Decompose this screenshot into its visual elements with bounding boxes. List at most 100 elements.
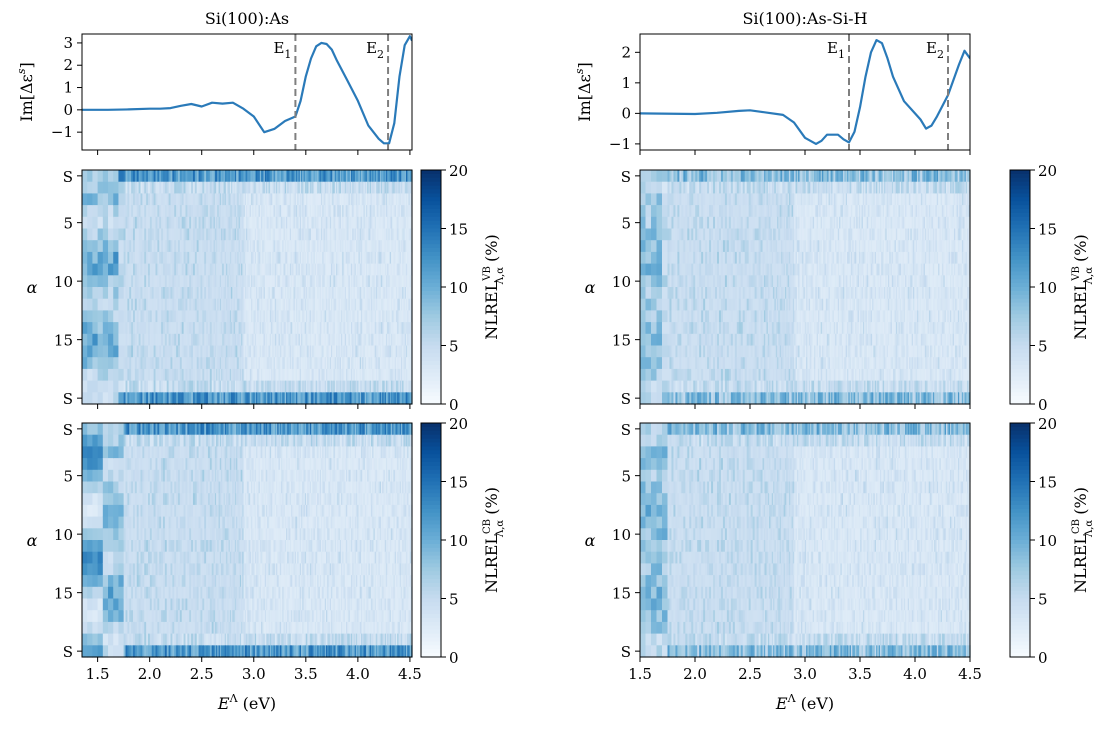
heatmap-cell xyxy=(82,392,88,404)
heatmap-cell xyxy=(87,217,93,229)
heatmap-cell xyxy=(108,240,114,252)
heatmap-cell xyxy=(113,217,119,229)
heatmap-cell xyxy=(657,369,663,381)
heatmap-cell xyxy=(108,346,114,358)
heatmap-cell xyxy=(92,392,98,404)
colorbar-step xyxy=(421,349,441,354)
heatmap-cell xyxy=(82,322,88,334)
heatmap-cell xyxy=(92,205,98,217)
heatmap-cell xyxy=(82,205,88,217)
colorbar-step xyxy=(421,303,441,308)
heatmap-cell xyxy=(113,264,119,276)
heatmap-cell xyxy=(108,357,114,369)
heatmap-cell xyxy=(87,193,93,205)
heatmap-cell xyxy=(87,205,93,217)
left-top-ytick-label: 2 xyxy=(63,56,73,74)
heatmap-cell xyxy=(82,217,88,229)
heatmap-cell xyxy=(118,392,124,404)
heatmap-cell xyxy=(640,287,646,299)
heatmap-cell xyxy=(82,381,88,393)
colorbar-step xyxy=(421,182,441,187)
heatmap-cell xyxy=(646,310,652,322)
right-top-ytick-label: 2 xyxy=(621,43,631,61)
heatmap-cell xyxy=(118,217,124,229)
colorbar-step xyxy=(421,275,441,280)
heatmap-cell xyxy=(92,299,98,311)
colorbar-step xyxy=(421,252,441,257)
heatmap-cell xyxy=(651,252,657,264)
colorbar-step xyxy=(421,326,441,331)
heatmap-cell xyxy=(82,357,88,369)
colorbar-step xyxy=(421,201,441,206)
heatmap-cell xyxy=(92,170,98,182)
heatmap-cell xyxy=(103,170,109,182)
heatmap-cell xyxy=(118,381,124,393)
colorbar-step xyxy=(421,209,441,214)
heatmap-cell xyxy=(87,322,93,334)
left-middle-ytick-label: S xyxy=(63,390,73,408)
left-top-ytick-label: 1 xyxy=(63,79,73,97)
heatmap-cell xyxy=(651,229,657,241)
heatmap-cell xyxy=(662,240,668,252)
right-top-vline-label-2: E2 xyxy=(926,39,944,61)
heatmap-cell xyxy=(108,229,114,241)
heatmap-cell xyxy=(640,170,646,182)
heatmap-cell xyxy=(646,357,652,369)
colorbar-step xyxy=(421,232,441,237)
right-top-ylabel: Im[Δεs] xyxy=(573,62,594,121)
colorbar-step xyxy=(421,377,441,382)
heatmap-cell xyxy=(108,275,114,287)
heatmap-cell xyxy=(657,357,663,369)
colorbar-step xyxy=(421,283,441,288)
heatmap-cell xyxy=(113,369,119,381)
heatmap-cell xyxy=(103,240,109,252)
heatmap-cell xyxy=(662,275,668,287)
heatmap-cell xyxy=(657,275,663,287)
heatmap-cell xyxy=(651,182,657,194)
heatmap-cell xyxy=(662,392,668,404)
heatmap-cell xyxy=(98,252,104,264)
heatmap-cell xyxy=(646,205,652,217)
heatmap-cell xyxy=(82,240,88,252)
heatmap-cell xyxy=(103,252,109,264)
colorbar-step xyxy=(421,369,441,374)
heatmap-cell xyxy=(651,357,657,369)
heatmap-cell xyxy=(108,182,114,194)
heatmap-cell xyxy=(98,240,104,252)
heatmap-cell xyxy=(113,392,119,404)
heatmap-cell xyxy=(657,392,663,404)
left-middle-cbtick-label: 20 xyxy=(449,162,468,180)
heatmap-cell xyxy=(646,369,652,381)
heatmap-cell xyxy=(657,346,663,358)
colorbar-step xyxy=(421,357,441,362)
colorbar-step xyxy=(421,330,441,335)
heatmap-cell xyxy=(646,240,652,252)
heatmap-cell xyxy=(651,205,657,217)
heatmap-cell xyxy=(118,182,124,194)
colorbar-step xyxy=(421,186,441,191)
heatmap-cell xyxy=(118,170,124,182)
heatmap-cell xyxy=(92,334,98,346)
heatmap-cell xyxy=(646,322,652,334)
heatmap-cell xyxy=(108,193,114,205)
heatmap-cell xyxy=(662,205,668,217)
heatmap-cell xyxy=(103,287,109,299)
colorbar-step xyxy=(421,260,441,265)
heatmap-cell xyxy=(657,217,663,229)
heatmap-cell xyxy=(82,346,88,358)
heatmap-cell xyxy=(640,252,646,264)
heatmap-cell xyxy=(662,369,668,381)
heatmap-cell xyxy=(662,217,668,229)
heatmap-cell xyxy=(82,287,88,299)
heatmap-cell xyxy=(651,170,657,182)
heatmap-cell xyxy=(118,334,124,346)
heatmap-cell xyxy=(108,264,114,276)
colorbar-step xyxy=(421,307,441,312)
heatmap-cell xyxy=(103,193,109,205)
colorbar-step xyxy=(421,240,441,245)
heatmap-cell xyxy=(103,334,109,346)
left-middle-ytick-label: 15 xyxy=(54,332,73,350)
heatmap-cell xyxy=(657,229,663,241)
heatmap-cell xyxy=(113,240,119,252)
heatmap-cell xyxy=(651,287,657,299)
